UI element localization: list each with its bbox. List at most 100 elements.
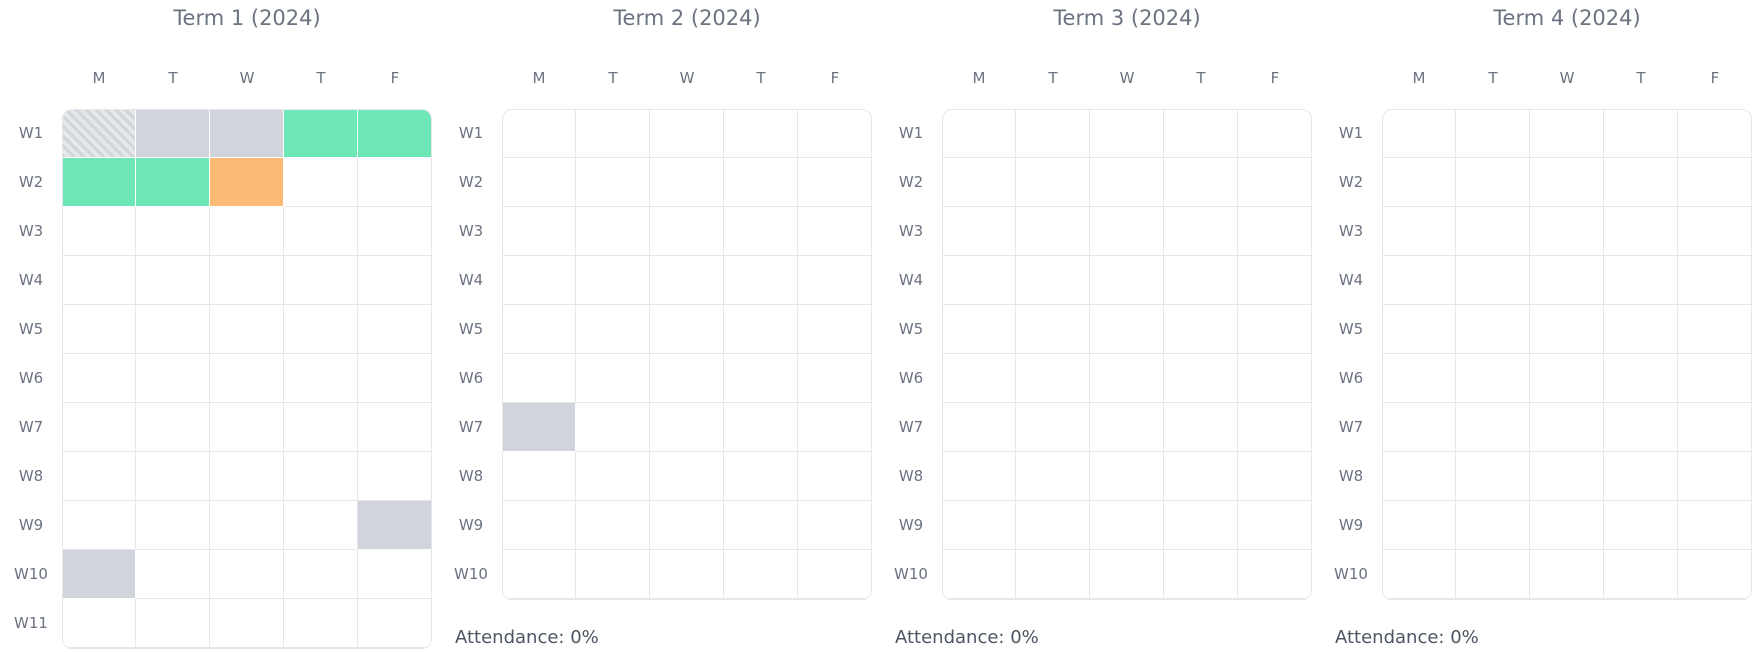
day-cell xyxy=(1090,403,1164,452)
day-label: M xyxy=(972,69,986,87)
day-cell xyxy=(1164,256,1238,305)
day-cell xyxy=(1238,550,1311,599)
term-title: Term 1 (2024) xyxy=(173,6,321,30)
day-label: W xyxy=(679,69,695,87)
term-title: Term 2 (2024) xyxy=(613,6,761,30)
day-cell xyxy=(1530,256,1604,305)
day-cell xyxy=(1678,354,1751,403)
day-cell xyxy=(358,305,431,354)
week-label: W11 xyxy=(14,614,48,632)
day-cell xyxy=(1016,452,1090,501)
day-cell xyxy=(1604,110,1678,158)
day-cell xyxy=(1456,207,1530,256)
day-cell xyxy=(136,110,210,158)
day-cell xyxy=(358,403,431,452)
day-cell xyxy=(358,452,431,501)
day-cell xyxy=(1090,501,1164,550)
day-cell xyxy=(503,256,576,305)
day-cell xyxy=(136,403,210,452)
day-cell xyxy=(943,403,1016,452)
day-cell xyxy=(63,256,136,305)
week-label: W7 xyxy=(18,418,44,436)
day-cell xyxy=(1016,354,1090,403)
day-cell xyxy=(1604,550,1678,599)
day-cell xyxy=(358,354,431,403)
calendar-grid xyxy=(942,109,1312,600)
day-cell xyxy=(1016,110,1090,158)
day-cell xyxy=(798,501,871,550)
day-cell xyxy=(284,158,358,207)
day-label: T xyxy=(608,69,618,87)
day-cell xyxy=(1383,501,1456,550)
day-cell xyxy=(650,305,724,354)
day-cell xyxy=(650,207,724,256)
day-cell xyxy=(943,256,1016,305)
day-cell xyxy=(1238,452,1311,501)
day-cell xyxy=(503,305,576,354)
day-label: T xyxy=(316,69,326,87)
day-cell xyxy=(1383,452,1456,501)
day-cell xyxy=(358,550,431,599)
day-cell xyxy=(1090,354,1164,403)
day-label: T xyxy=(168,69,178,87)
day-cell xyxy=(650,110,724,158)
day-cell xyxy=(576,354,650,403)
day-cell xyxy=(1530,501,1604,550)
week-label: W5 xyxy=(898,320,924,338)
day-cell xyxy=(284,599,358,648)
day-cell xyxy=(358,256,431,305)
day-cell xyxy=(136,256,210,305)
day-cell xyxy=(1530,403,1604,452)
day-cell xyxy=(1090,110,1164,158)
day-cell xyxy=(503,158,576,207)
day-cell xyxy=(1604,158,1678,207)
day-cell xyxy=(284,550,358,599)
day-cell xyxy=(63,207,136,256)
week-label: W6 xyxy=(458,369,484,387)
day-cell xyxy=(1383,158,1456,207)
day-cell xyxy=(358,110,431,158)
day-cell xyxy=(284,110,358,158)
day-cell xyxy=(576,158,650,207)
day-cell xyxy=(1238,158,1311,207)
day-cell xyxy=(798,354,871,403)
day-cell xyxy=(576,452,650,501)
day-cell xyxy=(1016,403,1090,452)
day-cell xyxy=(63,599,136,648)
day-cell xyxy=(650,550,724,599)
day-cell xyxy=(1164,501,1238,550)
day-label: M xyxy=(532,69,546,87)
week-label: W1 xyxy=(18,124,44,142)
day-cell xyxy=(1090,550,1164,599)
week-label: W10 xyxy=(894,565,928,583)
term-title: Term 3 (2024) xyxy=(1053,6,1201,30)
day-cell xyxy=(1090,305,1164,354)
day-cell xyxy=(1530,158,1604,207)
day-cell xyxy=(1383,110,1456,158)
day-cell xyxy=(210,110,284,158)
week-label: W1 xyxy=(1338,124,1364,142)
day-cell xyxy=(1456,501,1530,550)
day-label: W xyxy=(239,69,255,87)
day-cell xyxy=(210,305,284,354)
week-label: W7 xyxy=(1338,418,1364,436)
day-cell xyxy=(1604,452,1678,501)
day-cell xyxy=(136,207,210,256)
day-cell xyxy=(724,550,798,599)
week-label: W7 xyxy=(458,418,484,436)
day-cell xyxy=(284,452,358,501)
day-cell xyxy=(1530,305,1604,354)
day-cell xyxy=(1678,403,1751,452)
day-cell xyxy=(63,354,136,403)
week-label: W5 xyxy=(458,320,484,338)
week-label: W8 xyxy=(1338,467,1364,485)
day-cell xyxy=(724,452,798,501)
day-cell xyxy=(943,158,1016,207)
day-cell xyxy=(1456,403,1530,452)
calendar-grid xyxy=(1382,109,1752,600)
day-cell xyxy=(503,501,576,550)
calendar-grid xyxy=(62,109,432,649)
day-cell xyxy=(210,550,284,599)
day-cell xyxy=(650,452,724,501)
day-cell xyxy=(1383,207,1456,256)
